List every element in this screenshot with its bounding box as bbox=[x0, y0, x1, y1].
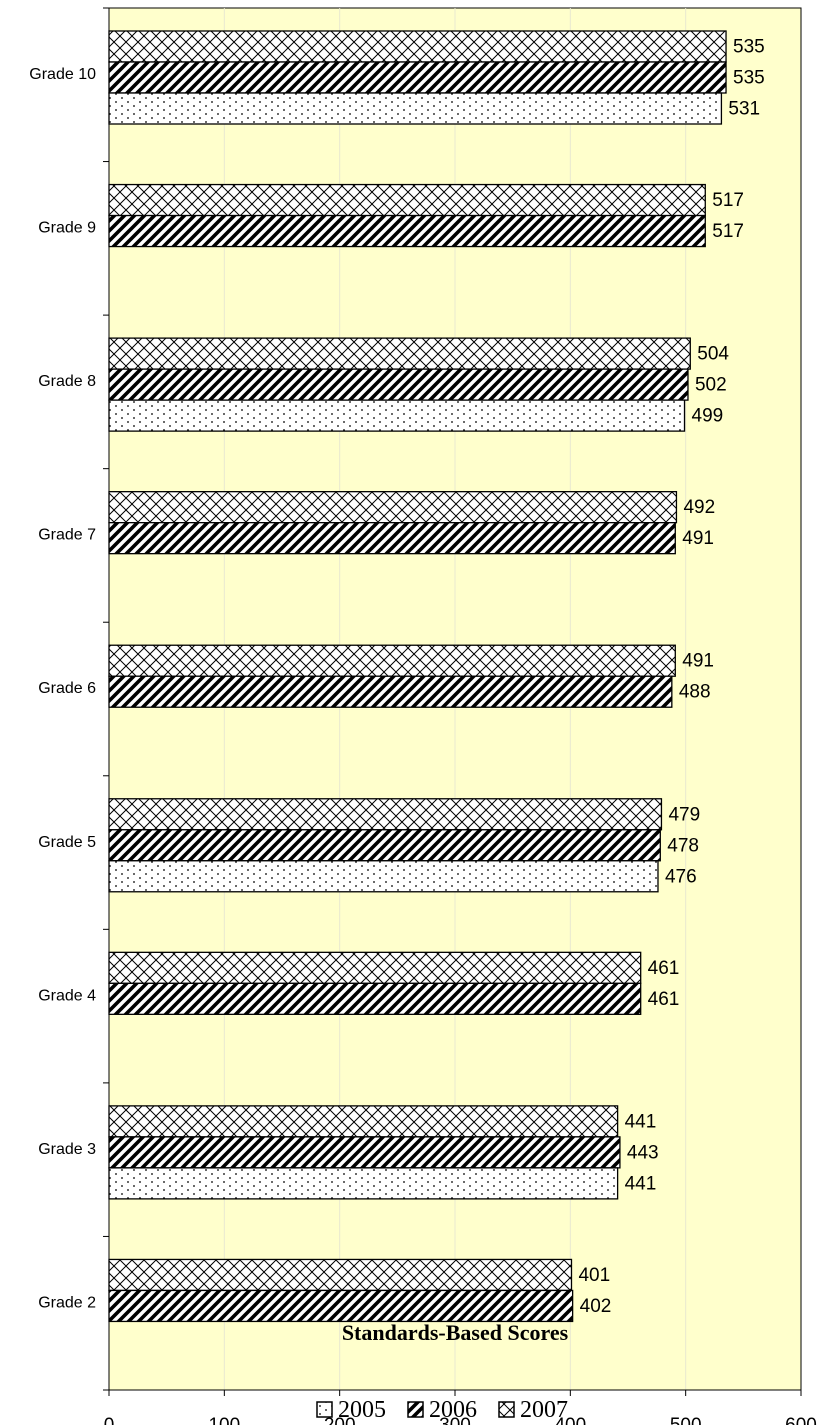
category-label: Grade 8 bbox=[38, 373, 96, 390]
x-tick-label: 0 bbox=[104, 1415, 115, 1425]
data-label: 402 bbox=[580, 1296, 612, 1317]
legend-label-2006: 2006 bbox=[429, 1397, 477, 1423]
x-tick-label: 200 bbox=[324, 1415, 356, 1425]
x-tick-label: 400 bbox=[554, 1415, 586, 1425]
data-label: 479 bbox=[668, 804, 700, 825]
legend-swatch-2007 bbox=[498, 1401, 515, 1418]
x-tick-label: 100 bbox=[208, 1415, 240, 1425]
bar-2007-grade-7 bbox=[108, 491, 678, 524]
category-label: Grade 7 bbox=[38, 527, 96, 544]
data-label: 443 bbox=[627, 1142, 659, 1163]
category-label: Grade 4 bbox=[38, 987, 96, 1004]
category-label: Grade 3 bbox=[38, 1141, 96, 1158]
legend-label-2005: 2005 bbox=[338, 1397, 386, 1423]
data-label: 476 bbox=[665, 866, 697, 887]
x-axis-ticks: 0 100 200 300 400 500 600 bbox=[104, 1390, 817, 1425]
value-labels: 535 535 531 517 517 504 502 499 492 491 491 488 479 4… bbox=[578, 37, 764, 1317]
category-labels: Grade 10 Grade 9 Grade 8 Grade 7 Grade 6 Grad… bbox=[29, 66, 96, 1311]
category-label: Grade 6 bbox=[38, 680, 96, 697]
data-label: 478 bbox=[667, 835, 699, 856]
data-label: 531 bbox=[728, 99, 760, 120]
y-axis-ticks bbox=[103, 7, 109, 1391]
category-label: Grade 2 bbox=[38, 1294, 96, 1311]
bar-2006-grade-9 bbox=[108, 214, 706, 248]
data-label: 502 bbox=[695, 375, 727, 396]
data-label: 499 bbox=[692, 406, 724, 427]
x-tick-label: 500 bbox=[670, 1415, 702, 1425]
bar-2006-grade-2 bbox=[108, 1289, 574, 1323]
legend: 2005 2006 2007 bbox=[316, 1397, 568, 1423]
legend-label-2007: 2007 bbox=[520, 1397, 568, 1423]
data-label: 441 bbox=[625, 1173, 657, 1194]
x-tick-label: 600 bbox=[785, 1415, 817, 1425]
bar-2007-grade-8 bbox=[108, 337, 691, 370]
bar-2005-grade-5 bbox=[108, 860, 659, 893]
data-label: 401 bbox=[578, 1265, 610, 1286]
bar-2006-grade-6 bbox=[108, 675, 673, 708]
data-label: 491 bbox=[682, 651, 714, 672]
bar-2005-grade-3 bbox=[108, 1167, 619, 1200]
legend-swatch-2005 bbox=[316, 1401, 333, 1418]
legend-swatch-2006 bbox=[407, 1401, 424, 1418]
data-label: 492 bbox=[683, 497, 715, 518]
bar-2006-grade-3 bbox=[108, 1136, 621, 1169]
bar-2007-grade-2 bbox=[108, 1258, 573, 1292]
data-label: 535 bbox=[733, 37, 765, 58]
data-label: 461 bbox=[648, 989, 680, 1010]
x-axis-title: Standards-Based Scores bbox=[342, 1320, 569, 1345]
bar-2006-grade-4 bbox=[108, 982, 642, 1015]
data-label: 517 bbox=[712, 221, 744, 242]
bar-2005-grade-10 bbox=[108, 92, 723, 125]
bar-2007-grade-5 bbox=[108, 798, 663, 831]
category-label: Grade 10 bbox=[29, 66, 96, 83]
category-label: Grade 5 bbox=[38, 834, 96, 851]
bars bbox=[108, 30, 727, 1323]
bar-2007-grade-6 bbox=[108, 644, 676, 677]
data-label: 491 bbox=[682, 528, 714, 549]
bar-2007-grade-3 bbox=[108, 1105, 619, 1138]
bar-2006-grade-10 bbox=[108, 61, 727, 94]
data-label: 517 bbox=[712, 190, 744, 211]
data-label: 504 bbox=[697, 344, 729, 365]
data-label: 441 bbox=[625, 1111, 657, 1132]
bar-2007-grade-10 bbox=[108, 30, 727, 63]
bar-2007-grade-9 bbox=[108, 183, 706, 217]
bar-2005-grade-8 bbox=[108, 399, 686, 432]
category-label: Grade 9 bbox=[38, 220, 96, 237]
bar-2006-grade-8 bbox=[108, 368, 689, 401]
bar-2006-grade-7 bbox=[108, 522, 676, 555]
data-label: 488 bbox=[679, 682, 711, 703]
data-label: 461 bbox=[648, 958, 680, 979]
bar-2006-grade-5 bbox=[108, 829, 661, 862]
bar-2007-grade-4 bbox=[108, 951, 642, 984]
data-label: 535 bbox=[733, 68, 765, 89]
x-tick-label: 300 bbox=[439, 1415, 471, 1425]
